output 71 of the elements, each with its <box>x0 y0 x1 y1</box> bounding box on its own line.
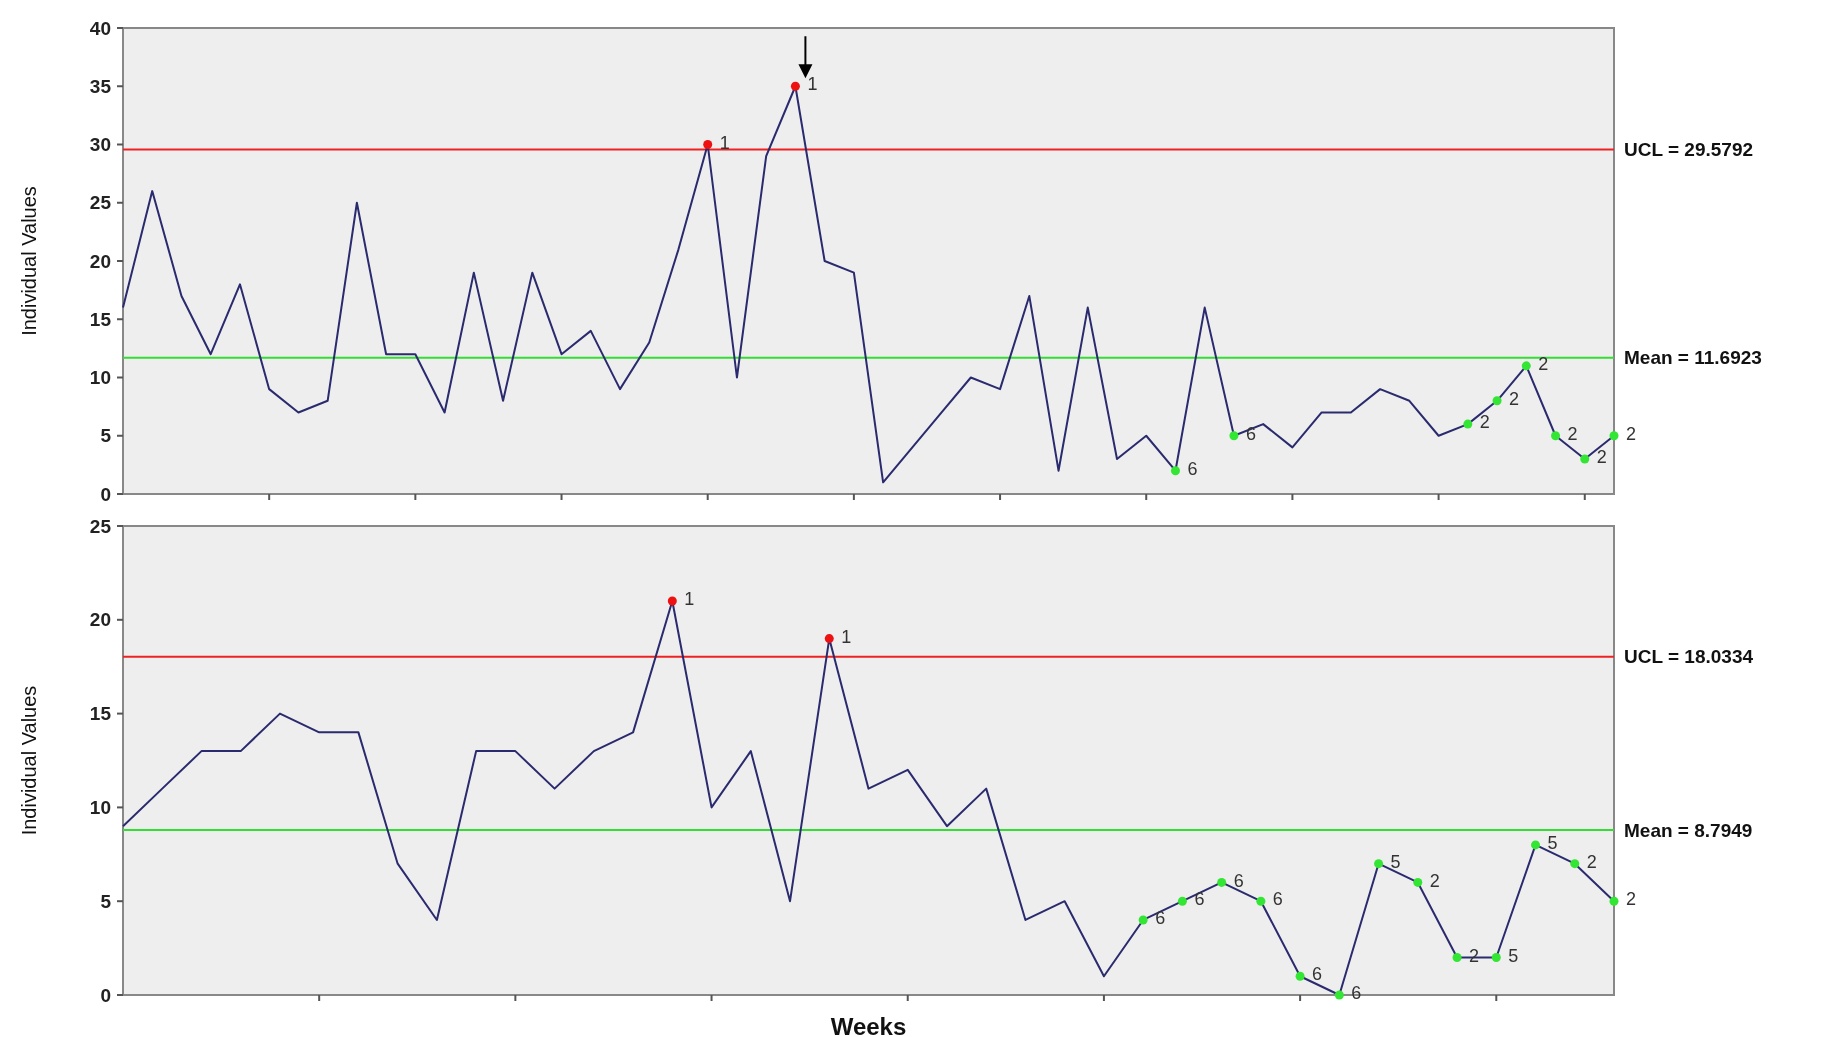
point <box>1492 396 1502 406</box>
ref-line-label: UCL = 18.0334 <box>1624 646 1754 668</box>
point <box>1551 431 1561 441</box>
annotation: 1 <box>841 626 852 647</box>
ref-line-label: Mean = 11.6923 <box>1624 347 1762 369</box>
annotation: 5 <box>1390 851 1401 872</box>
y-tick-label: 25 <box>89 515 112 537</box>
point <box>1413 877 1423 887</box>
point <box>1452 952 1462 962</box>
y-tick-label: 35 <box>89 75 112 97</box>
y-tick-label: 10 <box>89 367 111 389</box>
point <box>667 596 677 606</box>
y-tick-label: 15 <box>89 703 112 725</box>
point <box>1295 971 1305 981</box>
ref-line-label: Mean = 8.7949 <box>1624 819 1753 841</box>
point <box>1138 915 1148 925</box>
point <box>1334 990 1344 1000</box>
annotation: 6 <box>1272 889 1283 910</box>
y-tick-label: 25 <box>89 192 112 214</box>
point <box>1229 431 1239 441</box>
annotation: 6 <box>1233 870 1244 891</box>
point <box>1609 896 1619 906</box>
y-tick-label: 30 <box>89 134 111 156</box>
annotation: 6 <box>1312 964 1323 985</box>
point <box>1570 859 1580 869</box>
point <box>1170 466 1180 476</box>
annotation: 2 <box>1479 412 1490 433</box>
y-axis-title: Individual Values <box>18 685 40 836</box>
annotation: 2 <box>1567 423 1578 444</box>
point <box>1521 361 1531 371</box>
text: 2 <box>1626 423 1637 444</box>
annotation: 1 <box>719 132 730 153</box>
point <box>1256 896 1266 906</box>
point <box>790 81 800 91</box>
y-axis-title: Individual Values <box>18 186 40 336</box>
y-tick-label: 0 <box>100 483 111 505</box>
point <box>1609 431 1619 441</box>
annotation: 6 <box>1351 983 1362 1004</box>
ref-line-label: UCL = 29.5792 <box>1624 139 1754 161</box>
y-tick-label: 10 <box>89 797 111 819</box>
annotation: 5 <box>1547 833 1558 854</box>
annotation: 6 <box>1187 458 1198 479</box>
y-tick-label: 20 <box>89 609 111 631</box>
point <box>1217 877 1227 887</box>
y-tick-label: 0 <box>100 984 111 1006</box>
point <box>1580 454 1590 464</box>
annotation: 2 <box>1429 870 1440 891</box>
point <box>1531 840 1541 850</box>
y-tick-label: 20 <box>89 250 111 272</box>
y-tick-label: 15 <box>89 308 112 330</box>
point <box>824 634 834 644</box>
point <box>1491 952 1501 962</box>
annotation: 2 <box>1596 447 1607 468</box>
y-tick-label: 5 <box>100 890 112 912</box>
point <box>1374 859 1384 869</box>
point <box>1177 896 1187 906</box>
text: 2 <box>1626 889 1637 910</box>
annotation: 6 <box>1155 908 1166 929</box>
annotation: 6 <box>1194 889 1205 910</box>
annotation: 5 <box>1508 945 1519 966</box>
annotation: 1 <box>807 74 818 95</box>
annotation: 2 <box>1538 353 1549 374</box>
point <box>703 140 713 149</box>
y-tick-label: 5 <box>100 425 112 447</box>
annotation: 1 <box>684 589 695 610</box>
annotation: 2 <box>1586 851 1597 872</box>
annotation: 2 <box>1509 388 1520 409</box>
point <box>1463 419 1473 429</box>
annotation: 6 <box>1245 423 1256 444</box>
y-tick-label: 40 <box>89 17 111 39</box>
x-axis-title: Weeks <box>830 1013 907 1037</box>
